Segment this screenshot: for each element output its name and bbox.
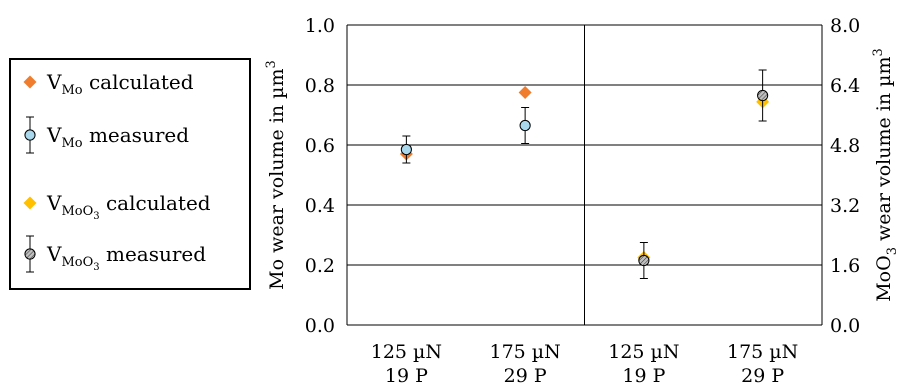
y-axis-title: Mo wear volume in µm3 (264, 60, 288, 290)
circle-marker (519, 119, 531, 132)
legend-item: VMo measured (24, 116, 189, 154)
y-tick-label: 0.8 (305, 75, 335, 97)
y2-tick-label: 8.0 (830, 15, 860, 37)
legend-label-base: V (46, 123, 62, 147)
legend-label-text: calculated (100, 191, 211, 215)
x-tick-line: 29 P (741, 365, 784, 387)
series-mo_calc (399, 86, 532, 161)
axes: 0.0 0.2 0.4 0.6 0.8 1.0 0.0 1.6 3.2 4.8 6.4 8.0 125 … (264, 15, 898, 387)
x-tick-label: 175 µN 29 P (489, 341, 560, 387)
legend-label-sub: Mo (61, 136, 82, 151)
legend-label: VMoO3 calculated (46, 191, 211, 222)
hatched-circle-marker (24, 248, 36, 260)
series-moo3_calc (637, 95, 770, 264)
legend-label-text: measured (100, 242, 207, 266)
y-tick-label: 0.2 (305, 255, 335, 277)
legend-label-text: measured (83, 123, 190, 147)
legend-item: VMoO3 calculated (23, 191, 211, 222)
hatched-circle-marker (757, 89, 769, 102)
y2-axis-title-sup: 3 (871, 48, 886, 56)
x-tick-line: 19 P (622, 365, 665, 387)
hatched-circle-marker (638, 254, 650, 267)
x-tick-line: 29 P (504, 365, 547, 387)
legend-box (9, 58, 251, 290)
circle-marker (24, 129, 36, 141)
x-tick-line: 175 µN (727, 341, 798, 363)
diamond-marker (23, 196, 37, 210)
data-point (518, 86, 532, 99)
legend-label-base: V (46, 242, 62, 266)
y2-tick-label: 6.4 (830, 75, 860, 97)
series-moo3_meas (638, 69, 769, 279)
y-tick-label: 0.0 (305, 315, 335, 337)
y2-axis-title: MoO3 wear volume in µm3 (871, 48, 898, 302)
legend-label-sub: Mo (61, 83, 82, 98)
legend-label-sub2: 3 (93, 262, 99, 273)
circle-marker (400, 143, 412, 156)
legend-label-base: V (46, 70, 62, 94)
x-tick-label: 125 µN 19 P (608, 341, 679, 387)
x-tick-line: 125 µN (608, 341, 679, 363)
data-marks (399, 69, 770, 279)
data-point (757, 69, 769, 122)
legend-label-sub2: 3 (93, 211, 99, 222)
y-axis-title-text: Mo wear volume in µm (266, 68, 288, 289)
legend-label-sub: MoO (61, 204, 93, 219)
data-point (400, 135, 412, 164)
y2-axis-title-prefix: MoO (873, 255, 895, 301)
x-tick-line: 175 µN (489, 341, 560, 363)
y-tick-label: 0.6 (305, 135, 335, 157)
legend-item: VMo calculated (23, 70, 194, 98)
y2-tick-label: 3.2 (830, 195, 860, 217)
data-point (519, 107, 531, 144)
legend-label-base: V (46, 191, 62, 215)
diamond-marker (518, 86, 532, 99)
x-tick-label: 125 µN 19 P (371, 341, 442, 387)
diamond-marker (23, 75, 37, 89)
y-tick-label: 0.4 (305, 195, 335, 217)
series-mo_meas (400, 107, 531, 164)
y2-tick-label: 4.8 (830, 135, 860, 157)
x-tick-line: 125 µN (371, 341, 442, 363)
legend-label-text: calculated (83, 70, 194, 94)
y2-tick-label: 0.0 (830, 315, 860, 337)
x-tick-label: 175 µN 29 P (727, 341, 798, 387)
y2-axis-title-text: wear volume in µm (873, 57, 895, 248)
y2-axis-title-sub: 3 (885, 247, 898, 255)
legend-label: VMoO3 measured (46, 242, 206, 273)
y2-tick-label: 1.6 (830, 255, 860, 277)
legend-label-sub: MoO (61, 255, 93, 270)
legend-label: VMo calculated (46, 70, 194, 98)
y-tick-label: 1.0 (305, 15, 335, 37)
legend-item: VMoO3 measured (24, 235, 206, 273)
legend-label: VMo measured (46, 123, 189, 151)
data-point (638, 242, 650, 279)
x-tick-line: 19 P (385, 365, 428, 387)
y-axis-title-sup: 3 (264, 60, 279, 68)
